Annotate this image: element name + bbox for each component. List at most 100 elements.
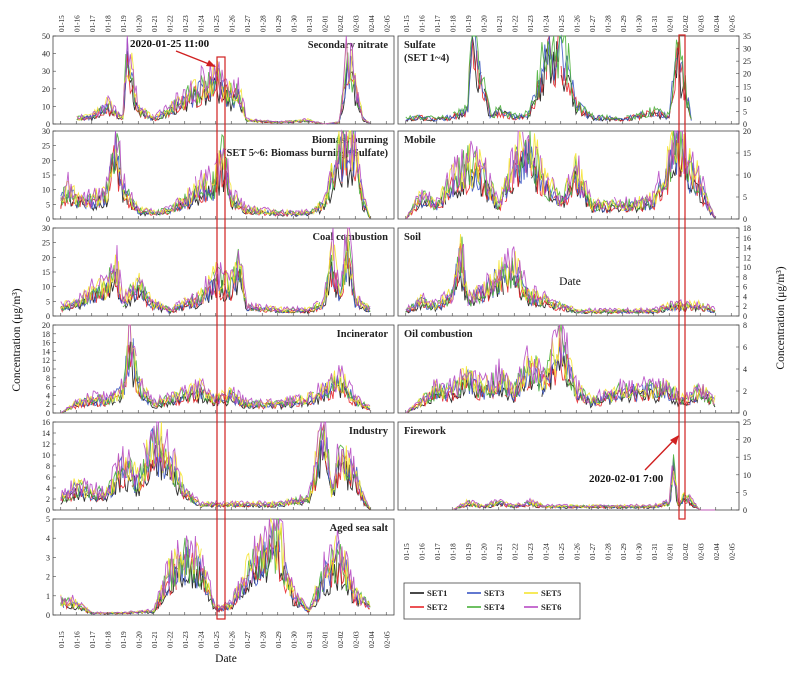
panel-frame-secondary-nitrate <box>52 35 395 125</box>
y-tick-label-soil: 6 <box>743 283 747 292</box>
date-label-top-left-01-25: 01-25 <box>213 15 221 32</box>
date-label-bottom-right-01-22: 01-22 <box>511 543 519 560</box>
y-tick-label-biomass-burning: 30 <box>42 127 50 136</box>
panel-title-industry: Industry <box>349 426 389 437</box>
date-label-top-left-01-23: 01-23 <box>182 15 190 32</box>
y-tick-label-oil-combustion: 4 <box>743 365 747 374</box>
y-tick-label-sulfate: 20 <box>743 70 751 79</box>
y-tick-label-coal-combustion: 25 <box>42 239 50 248</box>
y-tick-label-sulfate: 10 <box>743 95 751 104</box>
date-label-bottom-left-01-19: 01-19 <box>120 631 128 648</box>
y-tick-label-soil: 0 <box>743 312 747 321</box>
series-line-oil-combustion-set6 <box>405 324 716 414</box>
date-label-bottom-right-01-26: 01-26 <box>573 543 581 560</box>
y-tick-label-biomass-burning: 10 <box>42 186 50 195</box>
date-label-bottom-left-02-02: 02-02 <box>337 631 345 648</box>
series-line-coal-combustion-set6 <box>60 227 371 313</box>
y-tick-label-mobile: 5 <box>743 193 747 202</box>
y-tick-label-sulfate: 30 <box>743 45 751 54</box>
date-label-top-right-01-23: 01-23 <box>527 15 535 32</box>
series-line-biomass-burning-set5 <box>60 130 371 218</box>
x-axis-title-right-column: Date <box>559 276 581 288</box>
panel-secondary-nitrate: Secondary nitrate <box>52 35 395 125</box>
legend: SET1 SET2 SET3 SET4 SET5 SET6 <box>403 582 581 620</box>
date-label-bottom-left-01-23: 01-23 <box>182 631 190 648</box>
date-label-top-right-02-05: 02-05 <box>728 15 736 32</box>
y-tick-label-coal-combustion: 0 <box>46 312 50 321</box>
date-label-top-left-01-18: 01-18 <box>104 15 112 32</box>
panel-title-soil: Soil <box>404 232 421 243</box>
series-line-soil-set4 <box>405 236 716 314</box>
panel-industry: Industry <box>52 421 395 511</box>
date-label-bottom-right-02-03: 02-03 <box>697 543 705 560</box>
panels-layer: Secondary nitrate Sulfate (SET 1~4) Biomass… <box>52 34 740 616</box>
panel-title-oil-combustion: Oil combustion <box>404 329 473 340</box>
date-label-bottom-right-01-31: 01-31 <box>651 543 659 560</box>
y-tick-label-secondary-nitrate: 0 <box>46 120 50 129</box>
y-tick-label-secondary-nitrate: 50 <box>42 32 50 41</box>
y-axis-title-left: Concentration (μg/m³) <box>11 288 23 391</box>
panel-biomass-burning: Biomass burning (SET 5~6: Biomass burning… <box>52 130 395 220</box>
annotation-label-2020-02-01: 2020-02-01 7:00 <box>589 473 664 485</box>
date-label-top-right-01-27: 01-27 <box>589 15 597 32</box>
x-axis-title-bottom: Date <box>215 653 237 665</box>
series-line-coal-combustion-set3 <box>60 251 371 315</box>
y-tick-label-sulfate: 15 <box>743 82 751 91</box>
y-tick-label-mobile: 0 <box>743 215 747 224</box>
panel-mobile: Mobile <box>397 130 740 220</box>
date-label-top-left-01-31: 01-31 <box>306 15 314 32</box>
date-label-bottom-right-01-27: 01-27 <box>589 543 597 560</box>
date-label-top-right-01-17: 01-17 <box>434 15 442 32</box>
series-line-mobile-set6 <box>405 130 716 220</box>
date-label-top-right-01-19: 01-19 <box>465 15 473 32</box>
y-tick-label-industry: 4 <box>46 484 50 493</box>
date-label-top-left-02-01: 02-01 <box>321 15 329 32</box>
date-label-top-left-01-21: 01-21 <box>151 15 159 32</box>
y-tick-label-industry: 10 <box>42 451 50 460</box>
panel-soil: Soil <box>397 227 740 317</box>
series-line-soil-set6 <box>405 243 716 314</box>
y-tick-label-sulfate: 0 <box>743 120 747 129</box>
panel-frame-firework <box>397 421 740 511</box>
panel-subtitle-sulfate: (SET 1~4) <box>404 53 450 64</box>
date-label-bottom-right-01-21: 01-21 <box>496 543 504 560</box>
date-label-bottom-right-01-29: 01-29 <box>620 543 628 560</box>
y-tick-label-firework: 5 <box>743 488 747 497</box>
y-tick-label-biomass-burning: 25 <box>42 142 50 151</box>
y-tick-label-biomass-burning: 5 <box>46 200 50 209</box>
panel-frame-sulfate <box>397 35 740 125</box>
date-label-top-right-01-20: 01-20 <box>480 15 488 32</box>
panel-title-biomass-burning: Biomass burning <box>312 135 389 146</box>
y-tick-label-soil: 12 <box>743 253 751 262</box>
y-tick-label-industry: 16 <box>42 418 50 427</box>
date-label-bottom-right-02-01: 02-01 <box>666 543 674 560</box>
y-tick-label-firework: 10 <box>743 471 751 480</box>
panel-title-firework: Firework <box>404 426 446 437</box>
date-label-bottom-left-01-27: 01-27 <box>244 631 252 648</box>
series-line-soil-set5 <box>409 234 715 313</box>
date-label-top-right-01-29: 01-29 <box>620 15 628 32</box>
highlight-box-2020-01-25 <box>216 56 226 620</box>
y-tick-label-firework: 20 <box>743 436 751 445</box>
date-label-bottom-left-01-16: 01-16 <box>73 631 81 648</box>
date-label-bottom-right-01-16: 01-16 <box>418 543 426 560</box>
series-line-secondary-nitrate-set6 <box>76 35 371 125</box>
y-tick-label-firework: 0 <box>743 506 747 515</box>
y-tick-label-oil-combustion: 2 <box>743 387 747 396</box>
y-tick-label-industry: 0 <box>46 506 50 515</box>
date-label-top-right-02-04: 02-04 <box>713 15 721 32</box>
y-tick-label-mobile: 20 <box>743 127 751 136</box>
series-line-sulfate-set4 <box>405 35 692 122</box>
y-tick-label-soil: 18 <box>743 224 751 233</box>
date-label-bottom-left-01-20: 01-20 <box>135 631 143 648</box>
date-label-top-left-01-26: 01-26 <box>228 15 236 32</box>
date-label-bottom-left-01-30: 01-30 <box>290 631 298 648</box>
y-tick-label-soil: 2 <box>743 302 747 311</box>
panel-coal-combustion: Coal combustion <box>52 227 395 317</box>
series-line-industry-set4 <box>60 423 371 510</box>
y-tick-label-incinerator: 16 <box>42 339 50 348</box>
date-label-top-right-01-15: 01-15 <box>403 15 411 32</box>
date-label-top-right-02-02: 02-02 <box>682 15 690 32</box>
y-tick-label-soil: 14 <box>743 244 751 253</box>
y-tick-label-aged-sea-salt: 2 <box>46 573 50 582</box>
